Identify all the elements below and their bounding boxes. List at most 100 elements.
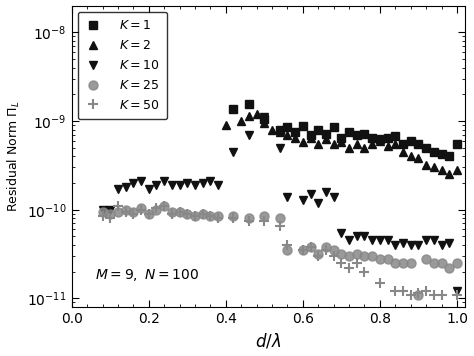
Legend: $K=1$, $K=2$, $K=10$, $K=25$, $K=50$: $K=1$, $K=2$, $K=10$, $K=25$, $K=50$: [78, 12, 167, 119]
$K=25$: [315, 251, 321, 256]
$K=25$: [184, 211, 190, 216]
$K=50$: [362, 269, 367, 274]
$K=2$: [254, 112, 259, 116]
$K=1$: [292, 130, 298, 134]
$K=1$: [416, 142, 421, 146]
$K=10$: [416, 243, 421, 247]
$K=1$: [315, 127, 321, 132]
$K=1$: [454, 142, 460, 146]
$K=25$: [154, 208, 159, 212]
$K=25$: [362, 254, 367, 258]
$K=2$: [377, 138, 383, 143]
$K=25$: [308, 245, 313, 249]
$K=25$: [169, 210, 175, 214]
$K=1$: [400, 142, 406, 146]
X-axis label: $d/\lambda$: $d/\lambda$: [255, 331, 281, 350]
$K=10$: [300, 198, 306, 202]
$K=50$: [323, 248, 329, 252]
$K=25$: [177, 210, 182, 214]
$K=10$: [123, 185, 128, 189]
$K=2$: [331, 142, 337, 146]
$K=10$: [331, 195, 337, 199]
$K=1$: [346, 130, 352, 134]
$K=25$: [416, 293, 421, 297]
$K=50$: [331, 254, 337, 258]
$K=10$: [215, 183, 221, 187]
$K=1$: [362, 131, 367, 136]
$K=10$: [184, 181, 190, 185]
$K=50$: [338, 261, 344, 265]
$K=2$: [392, 142, 398, 146]
Text: $M=9,\ N=100$: $M=9,\ N=100$: [95, 267, 200, 283]
$K=50$: [277, 224, 283, 229]
$K=2$: [246, 114, 252, 118]
$K=10$: [208, 179, 213, 183]
$K=2$: [400, 150, 406, 154]
$K=2$: [423, 163, 429, 167]
$K=10$: [169, 183, 175, 187]
$K=10$: [246, 132, 252, 137]
$K=50$: [192, 214, 198, 218]
Line: $K=1$: $K=1$: [230, 100, 461, 160]
$K=25$: [300, 248, 306, 252]
$K=2$: [238, 119, 244, 123]
$K=25$: [323, 245, 329, 249]
$K=2$: [416, 156, 421, 161]
$K=2$: [408, 154, 413, 158]
$K=50$: [284, 243, 290, 247]
$K=25$: [200, 211, 206, 216]
$K=1$: [447, 154, 452, 158]
$K=1$: [246, 102, 252, 106]
$K=10$: [323, 189, 329, 194]
$K=25$: [447, 266, 452, 270]
$K=50$: [431, 293, 437, 297]
$K=25$: [431, 261, 437, 265]
$K=50$: [161, 204, 167, 208]
$K=10$: [308, 192, 313, 196]
Line: $K=10$: $K=10$: [99, 114, 461, 295]
$K=25$: [400, 261, 406, 265]
$K=10$: [377, 238, 383, 242]
$K=10$: [231, 150, 237, 154]
$K=10$: [338, 231, 344, 235]
$K=10$: [385, 238, 391, 242]
$K=2$: [300, 140, 306, 144]
$K=2$: [277, 130, 283, 134]
$K=1$: [369, 135, 375, 140]
$K=25$: [277, 216, 283, 220]
Line: $K=2$: $K=2$: [222, 110, 461, 178]
$K=50$: [423, 289, 429, 294]
$K=10$: [454, 289, 460, 294]
$K=10$: [362, 234, 367, 239]
$K=25$: [392, 261, 398, 265]
$K=2$: [431, 165, 437, 169]
$K=50$: [184, 211, 190, 216]
$K=25$: [231, 214, 237, 218]
$K=25$: [454, 261, 460, 265]
$K=2$: [354, 142, 360, 146]
$K=50$: [315, 254, 321, 258]
$K=10$: [369, 238, 375, 242]
$K=50$: [454, 293, 460, 297]
$K=1$: [323, 131, 329, 136]
$K=2$: [447, 172, 452, 177]
$K=2$: [223, 123, 228, 127]
$K=25$: [246, 216, 252, 220]
$K=1$: [338, 135, 344, 140]
$K=50$: [200, 211, 206, 216]
$K=50$: [123, 210, 128, 214]
$K=10$: [277, 146, 283, 150]
$K=50$: [346, 266, 352, 270]
$K=25$: [130, 210, 136, 214]
$K=1$: [377, 137, 383, 142]
$K=1$: [385, 135, 391, 140]
$K=50$: [392, 289, 398, 294]
$K=25$: [108, 211, 113, 216]
$K=10$: [146, 187, 152, 192]
$K=1$: [262, 117, 267, 121]
$K=50$: [400, 289, 406, 294]
$K=50$: [108, 216, 113, 220]
$K=50$: [377, 281, 383, 285]
$K=25$: [192, 214, 198, 218]
$K=25$: [161, 204, 167, 208]
